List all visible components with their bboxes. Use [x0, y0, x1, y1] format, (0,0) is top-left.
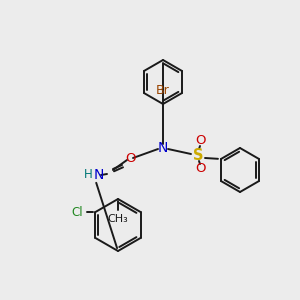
Text: O: O: [195, 134, 205, 148]
Text: O: O: [125, 152, 135, 164]
Text: N: N: [94, 168, 104, 182]
Text: Cl: Cl: [72, 206, 83, 218]
Text: N: N: [158, 141, 168, 155]
Text: CH₃: CH₃: [108, 214, 128, 224]
Text: H: H: [84, 169, 93, 182]
Text: S: S: [193, 148, 203, 163]
Text: O: O: [195, 163, 205, 176]
Text: Br: Br: [156, 84, 170, 97]
